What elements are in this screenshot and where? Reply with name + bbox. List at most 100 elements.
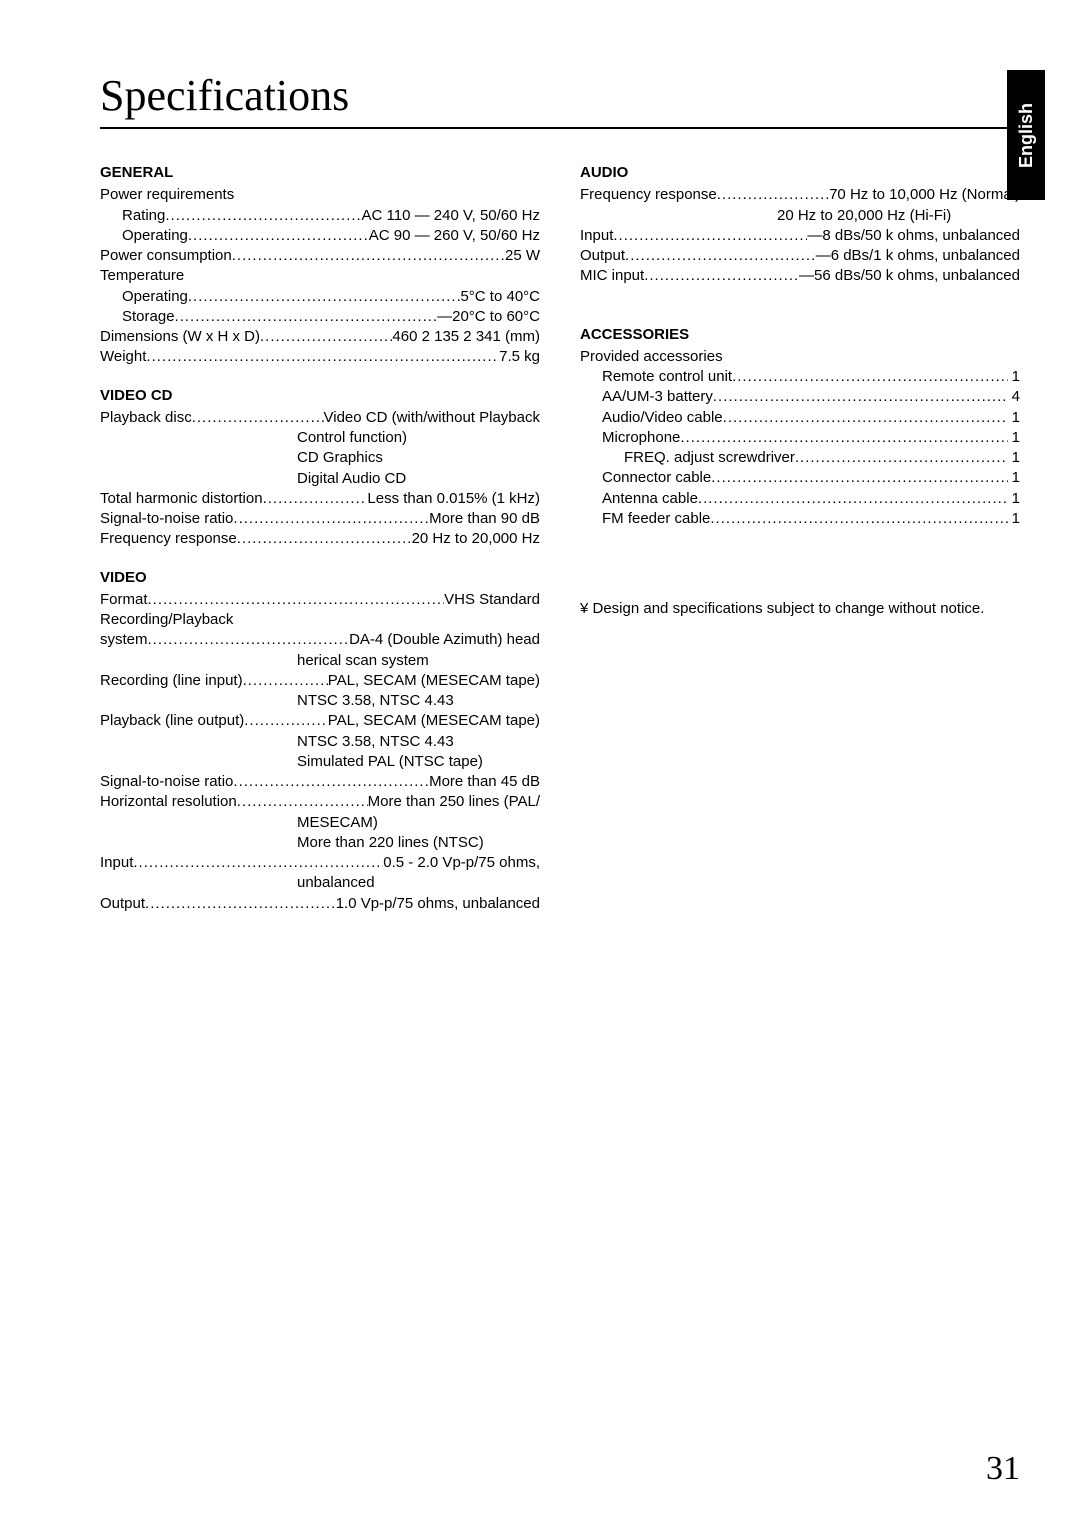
language-tab-label: English bbox=[1016, 102, 1037, 167]
accessory-row: Remote control unit ....................… bbox=[580, 367, 1020, 387]
spec-value: More than 250 lines (PAL/ bbox=[368, 792, 540, 812]
title-rule bbox=[100, 127, 1020, 129]
spec-label: Input bbox=[100, 853, 133, 873]
spec-row: Weight .................................… bbox=[100, 347, 540, 367]
spec-label: Power requirements bbox=[100, 185, 234, 205]
spec-value: 460 2 135 2 341 (mm) bbox=[392, 327, 540, 347]
spec-value: 25 W bbox=[505, 246, 540, 266]
spec-continuation: CD Graphics bbox=[100, 448, 540, 468]
section-heading: VIDEO bbox=[100, 568, 540, 588]
accessory-label: Audio/Video cable bbox=[602, 408, 723, 428]
spec-dots: ........................................… bbox=[717, 185, 829, 205]
spec-value: —8 dBs/50 k ohms, unbalanced bbox=[807, 226, 1020, 246]
spec-continuation: MESECAM) bbox=[100, 813, 540, 833]
spec-row: Recording (line input) .................… bbox=[100, 671, 540, 691]
spec-row: MIC input ..............................… bbox=[580, 266, 1020, 286]
spec-dots: ........................................… bbox=[263, 489, 368, 509]
language-tab: English bbox=[1007, 70, 1045, 200]
spec-dots: ........................................… bbox=[192, 408, 324, 428]
spec-value: 0.5 - 2.0 Vp-p/75 ohms, bbox=[383, 853, 540, 873]
spec-label: Total harmonic distortion bbox=[100, 489, 263, 509]
spec-row: Total harmonic distortion ..............… bbox=[100, 489, 540, 509]
section-heading: GENERAL bbox=[100, 163, 540, 183]
spec-dots: ........................................… bbox=[625, 246, 816, 266]
spec-label: Operating bbox=[122, 226, 188, 246]
spec-value: 1.0 Vp-p/75 ohms, unbalanced bbox=[336, 894, 540, 914]
spec-dots: ........................................… bbox=[237, 529, 412, 549]
accessory-value: 1 bbox=[1008, 468, 1020, 488]
spec-row: Output .................................… bbox=[100, 894, 540, 914]
right-column: AUDIOFrequency response ................… bbox=[580, 159, 1020, 914]
accessory-dots: ........................................… bbox=[732, 367, 1008, 387]
spec-continuation: Digital Audio CD bbox=[100, 469, 540, 489]
spec-label: Power consumption bbox=[100, 246, 232, 266]
spec-value: PAL, SECAM (MESECAM tape) bbox=[328, 671, 540, 691]
spec-continuation: More than 220 lines (NTSC) bbox=[100, 833, 540, 853]
accessory-label: Antenna cable bbox=[602, 489, 698, 509]
spec-row: Signal-to-noise ratio ..................… bbox=[100, 509, 540, 529]
spec-value: —56 dBs/50 k ohms, unbalanced bbox=[799, 266, 1020, 286]
page-title: Specifications bbox=[100, 70, 1020, 121]
accessory-dots: ........................................… bbox=[713, 387, 1008, 407]
spec-value: More than 45 dB bbox=[429, 772, 540, 792]
spec-dots: ........................................… bbox=[613, 226, 807, 246]
spec-label: Rating bbox=[122, 206, 165, 226]
accessory-label: Microphone bbox=[602, 428, 680, 448]
spec-dots: ........................................… bbox=[188, 287, 461, 307]
accessory-dots: ........................................… bbox=[680, 428, 1007, 448]
spec-value: More than 90 dB bbox=[429, 509, 540, 529]
spec-row: Storage ................................… bbox=[100, 307, 540, 327]
spec-value: Video CD (with/without Playback bbox=[324, 408, 541, 428]
spec-dots: ........................................… bbox=[233, 509, 429, 529]
spec-dots: ........................................… bbox=[244, 711, 327, 731]
spec-row: Horizontal resolution ..................… bbox=[100, 792, 540, 812]
accessory-row: Connector cable ........................… bbox=[580, 468, 1020, 488]
spec-label: Format bbox=[100, 590, 148, 610]
spec-dots: ........................................… bbox=[146, 347, 499, 367]
spec-label: system bbox=[100, 630, 148, 650]
accessory-value: 1 bbox=[1008, 509, 1020, 529]
accessory-label: FM feeder cable bbox=[602, 509, 710, 529]
accessory-label: Remote control unit bbox=[602, 367, 732, 387]
spec-continuation: Control function) bbox=[100, 428, 540, 448]
accessory-value: 1 bbox=[1008, 489, 1020, 509]
spec-value: AC 110 — 240 V, 50/60 Hz bbox=[362, 206, 540, 226]
accessory-dots: ........................................… bbox=[710, 509, 1007, 529]
accessory-value: 1 bbox=[1008, 408, 1020, 428]
spec-label: Playback disc bbox=[100, 408, 192, 428]
spec-continuation: unbalanced bbox=[100, 873, 540, 893]
spec-value: Less than 0.015% (1 kHz) bbox=[367, 489, 540, 509]
accessory-row: Audio/Video cable ......................… bbox=[580, 408, 1020, 428]
accessory-dots: ........................................… bbox=[723, 408, 1008, 428]
spec-dots: ........................................… bbox=[175, 307, 438, 327]
spec-row: Format .................................… bbox=[100, 590, 540, 610]
spec-value: —6 dBs/1 k ohms, unbalanced bbox=[816, 246, 1020, 266]
left-column: GENERALPower requirementsRating ........… bbox=[100, 159, 540, 914]
spec-dots: ........................................… bbox=[165, 206, 361, 226]
spec-dots: ........................................… bbox=[260, 327, 392, 347]
spec-value: 5°C to 40°C bbox=[460, 287, 540, 307]
spec-value: 20 Hz to 20,000 Hz bbox=[412, 529, 540, 549]
spec-dots: ........................................… bbox=[233, 772, 429, 792]
spec-dots: ........................................… bbox=[148, 630, 350, 650]
spec-value: 70 Hz to 10,000 Hz (Normal) bbox=[829, 185, 1020, 205]
spec-dots: ........................................… bbox=[237, 792, 368, 812]
spec-dots: ........................................… bbox=[145, 894, 336, 914]
accessory-value: 4 bbox=[1008, 387, 1020, 407]
spec-label: Recording/Playback bbox=[100, 610, 233, 630]
spec-row: Operating ..............................… bbox=[100, 226, 540, 246]
spec-continuation: NTSC 3.58, NTSC 4.43 bbox=[100, 732, 540, 752]
spec-continuation: herical scan system bbox=[100, 651, 540, 671]
spec-row: Output .................................… bbox=[580, 246, 1020, 266]
spec-dots: ........................................… bbox=[232, 246, 505, 266]
spec-row: Frequency response .....................… bbox=[100, 529, 540, 549]
spec-label: MIC input bbox=[580, 266, 644, 286]
spec-row: Temperature bbox=[100, 266, 540, 286]
spec-value: AC 90 — 260 V, 50/60 Hz bbox=[369, 226, 540, 246]
spec-row: Input ..................................… bbox=[100, 853, 540, 873]
spec-row: Operating ..............................… bbox=[100, 287, 540, 307]
spec-value: VHS Standard bbox=[444, 590, 540, 610]
accessory-value: 1 bbox=[1008, 448, 1020, 468]
spec-row: Playback (line output) .................… bbox=[100, 711, 540, 731]
section-heading: ACCESSORIES bbox=[580, 325, 1020, 345]
